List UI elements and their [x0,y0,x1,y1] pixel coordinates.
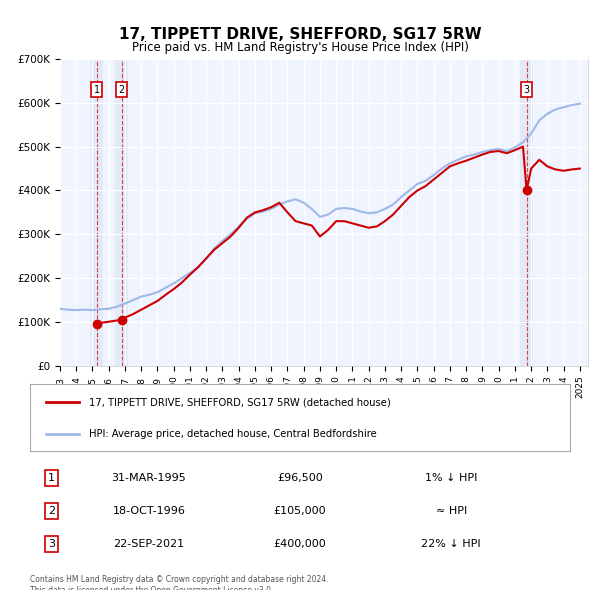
Text: Price paid vs. HM Land Registry's House Price Index (HPI): Price paid vs. HM Land Registry's House … [131,41,469,54]
Text: 17, TIPPETT DRIVE, SHEFFORD, SG17 5RW: 17, TIPPETT DRIVE, SHEFFORD, SG17 5RW [119,27,481,41]
Text: 2: 2 [48,506,55,516]
Text: ≈ HPI: ≈ HPI [436,506,467,516]
Text: Contains HM Land Registry data © Crown copyright and database right 2024.
This d: Contains HM Land Registry data © Crown c… [30,575,329,590]
Text: £105,000: £105,000 [274,506,326,516]
Text: 18-OCT-1996: 18-OCT-1996 [112,506,185,516]
Text: 22-SEP-2021: 22-SEP-2021 [113,539,184,549]
Text: 31-MAR-1995: 31-MAR-1995 [112,473,186,483]
Text: 1: 1 [48,473,55,483]
Text: 3: 3 [48,539,55,549]
Text: 1% ↓ HPI: 1% ↓ HPI [425,473,478,483]
Text: £96,500: £96,500 [277,473,323,483]
Text: 1: 1 [94,85,100,94]
Bar [90,59,103,366]
Text: HPI: Average price, detached house, Central Bedfordshire: HPI: Average price, detached house, Cent… [89,430,377,440]
Text: £400,000: £400,000 [274,539,326,549]
Text: 2: 2 [119,85,125,94]
Text: 22% ↓ HPI: 22% ↓ HPI [421,539,481,549]
Text: 3: 3 [524,85,530,94]
Text: 17, TIPPETT DRIVE, SHEFFORD, SG17 5RW (detached house): 17, TIPPETT DRIVE, SHEFFORD, SG17 5RW (d… [89,398,391,408]
Bar [115,59,128,366]
Bar [520,59,533,366]
